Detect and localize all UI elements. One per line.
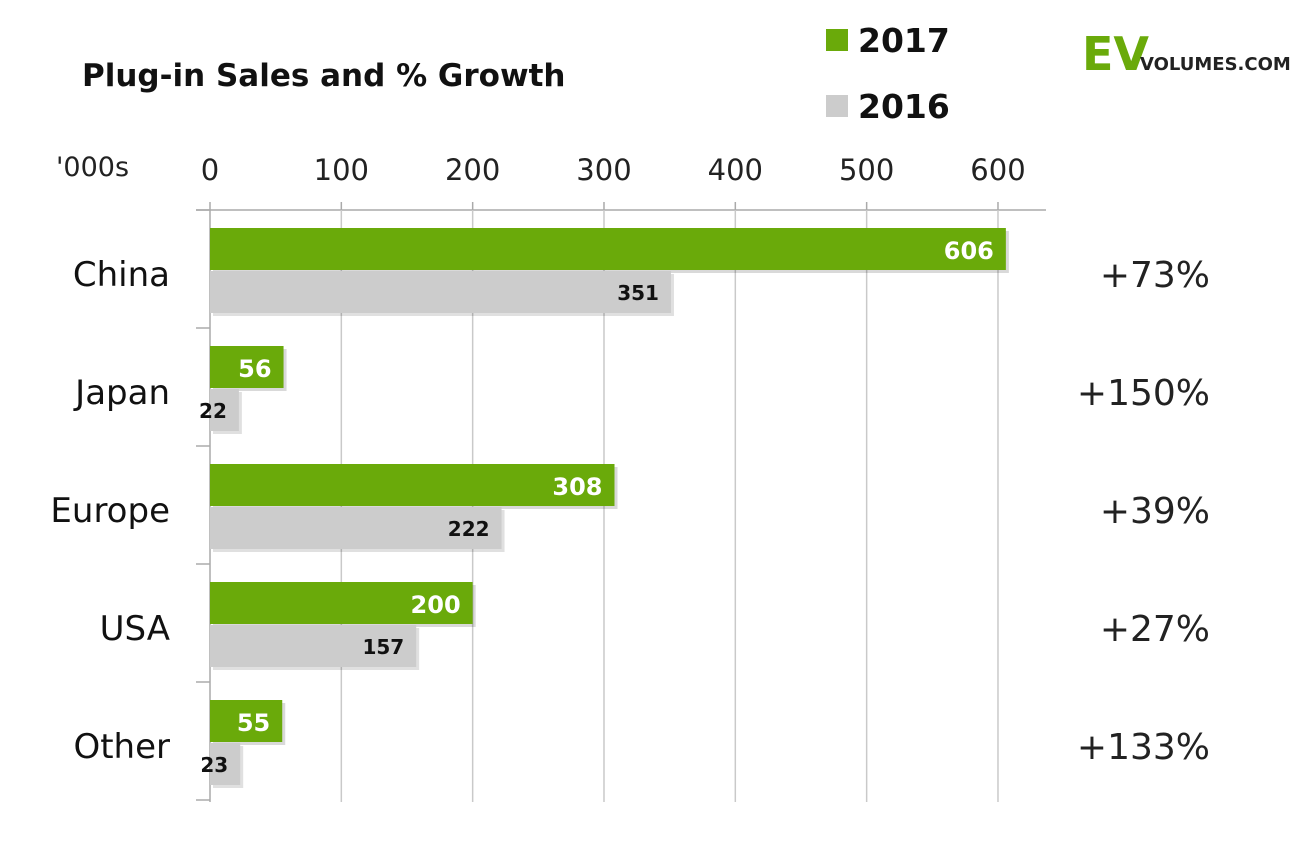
- growth-label-other: +133%: [1077, 727, 1210, 768]
- value-label-2017: 55: [237, 709, 270, 737]
- evvolumes-logo: EV VOLUMES.COM: [1082, 27, 1291, 81]
- bar-2016-usa: [210, 625, 417, 667]
- unit-label: '000s: [56, 152, 129, 183]
- value-label-2016: 157: [362, 635, 404, 659]
- x-tick-label: 200: [445, 153, 500, 187]
- bar-2017-usa: [210, 582, 473, 624]
- bars-layer: [210, 228, 1009, 788]
- x-tick-label: 500: [839, 153, 894, 187]
- growth-label-japan: +150%: [1077, 373, 1210, 414]
- value-label-2016: 23: [200, 753, 228, 777]
- category-label-europe: Europe: [50, 491, 170, 531]
- logo-volumes-text: VOLUMES.COM: [1140, 54, 1291, 75]
- bar-2017-other: [210, 700, 283, 742]
- value-label-2017: 606: [944, 237, 994, 265]
- bar-2017-china: [210, 228, 1006, 270]
- x-tick-label: 600: [970, 153, 1025, 187]
- legend-label-2016: 2016: [858, 87, 950, 126]
- labels-layer: 606 351 China +73% 56 22 Japan +150% 308 222 Europ…: [50, 237, 1210, 777]
- x-tick-label: 0: [201, 153, 219, 187]
- axis-layer: 0 100 200 300 400 500 600: [196, 153, 1046, 802]
- legend-label-2017: 2017: [858, 21, 950, 60]
- category-label-japan: Japan: [73, 373, 170, 413]
- x-tick-label: 400: [708, 153, 763, 187]
- x-tick-label: 100: [314, 153, 369, 187]
- value-label-2017: 56: [238, 355, 271, 383]
- bar-2016-china: [210, 271, 671, 313]
- logo-ev-text: EV: [1082, 27, 1149, 81]
- x-tick-label: 300: [576, 153, 631, 187]
- bar-2016-europe: [210, 507, 502, 549]
- category-label-other: Other: [73, 727, 170, 767]
- growth-label-europe: +39%: [1100, 491, 1210, 532]
- bar-2017-japan: [210, 346, 284, 388]
- bar-2016-japan: [210, 389, 239, 431]
- legend-swatch-2016: [826, 95, 848, 117]
- chart-title: Plug-in Sales and % Growth: [82, 58, 565, 94]
- value-label-2016: 22: [199, 399, 227, 423]
- category-label-usa: USA: [100, 609, 170, 649]
- bar-2016-other: [210, 743, 241, 785]
- growth-label-china: +73%: [1100, 255, 1210, 296]
- value-label-2016: 351: [617, 281, 659, 305]
- value-label-2017: 200: [411, 591, 461, 619]
- growth-label-usa: +27%: [1100, 609, 1210, 650]
- legend-swatch-2017: [826, 29, 848, 51]
- value-label-2017: 308: [552, 473, 602, 501]
- value-label-2016: 222: [448, 517, 490, 541]
- bar-2017-europe: [210, 464, 615, 506]
- category-label-china: China: [73, 255, 170, 295]
